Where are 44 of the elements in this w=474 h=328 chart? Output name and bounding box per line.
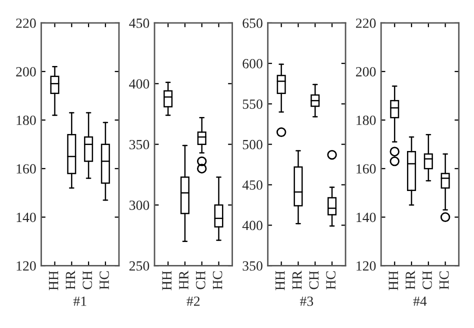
- y-tick-label: 120: [16, 261, 36, 271]
- y-tick-label: 200: [356, 67, 376, 76]
- y-tick-label: 160: [16, 164, 36, 174]
- x-tick-label: HH: [49, 270, 58, 290]
- y-tick-label: 120: [356, 261, 376, 271]
- y-tick-label: 650: [242, 18, 262, 28]
- y-tick-label: 300: [129, 200, 150, 210]
- x-tick-label: HR: [66, 270, 75, 290]
- x-axis-title: #4: [413, 296, 427, 306]
- x-axis-title: #1: [73, 296, 86, 306]
- y-tick-label: 500: [242, 140, 262, 150]
- x-tick-label: CH: [196, 270, 206, 290]
- y-tick-label: 160: [356, 164, 376, 174]
- y-tick-label: 250: [129, 261, 150, 271]
- y-tick-label: 400: [242, 220, 262, 230]
- x-tick-label: CH: [82, 270, 92, 290]
- y-tick-label: 200: [16, 67, 36, 76]
- y-tick-label: 600: [242, 58, 262, 68]
- x-tick-label: HC: [439, 271, 449, 290]
- y-tick-label: 180: [16, 116, 36, 126]
- x-tick-label: HR: [406, 270, 415, 290]
- x-tick-label: HC: [212, 271, 222, 290]
- y-tick-label: 450: [242, 180, 262, 190]
- x-tick-label: HH: [162, 270, 172, 290]
- x-tick-label: CH: [309, 270, 319, 290]
- y-tick-label: 550: [242, 99, 262, 109]
- y-tick-label: 180: [356, 116, 376, 126]
- y-tick-label: 140: [16, 212, 36, 222]
- x-axis-title: #2: [186, 296, 200, 306]
- y-tick-label: 140: [356, 212, 376, 222]
- y-tick-label: 220: [356, 18, 376, 28]
- x-tick-label: HH: [388, 270, 398, 290]
- x-tick-label: HR: [292, 270, 302, 290]
- x-tick-label: CH: [422, 270, 432, 290]
- y-tick-label: 400: [129, 79, 150, 89]
- x-tick-label: HR: [179, 270, 188, 290]
- x-tick-label: HC: [100, 271, 109, 290]
- y-tick-label: 350: [129, 140, 150, 150]
- y-tick-label: 450: [129, 18, 150, 28]
- x-axis-title: #3: [300, 296, 314, 306]
- x-tick-label: HC: [326, 271, 336, 290]
- y-tick-label: 220: [16, 18, 36, 28]
- x-tick-label: HH: [276, 270, 285, 290]
- y-tick-label: 350: [242, 261, 262, 271]
